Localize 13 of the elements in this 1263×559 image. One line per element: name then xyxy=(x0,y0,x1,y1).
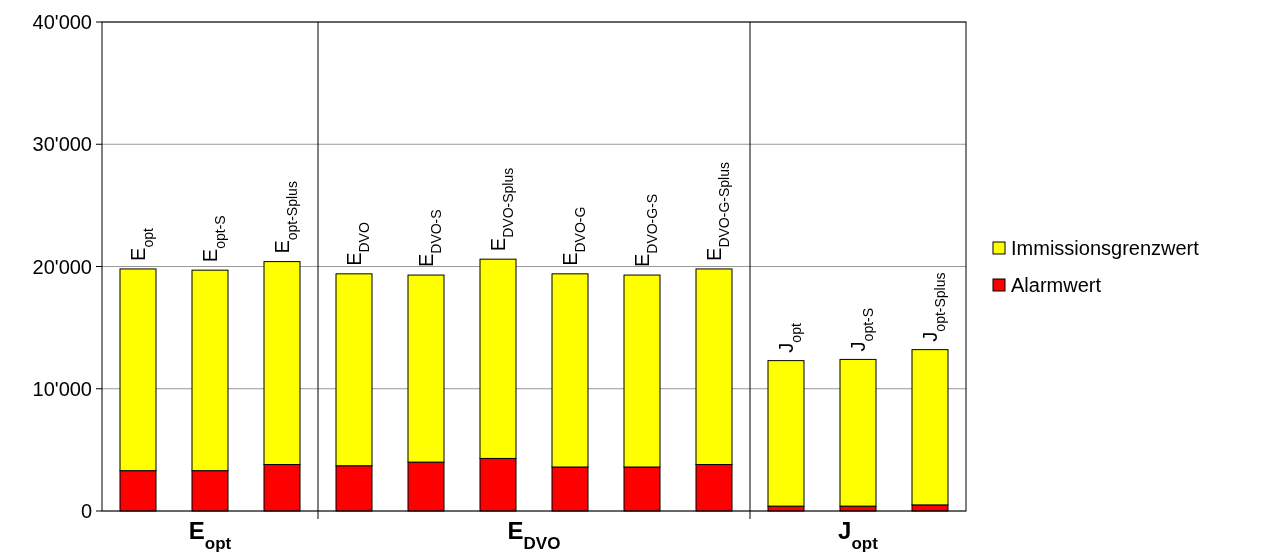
y-tick-label: 30'000 xyxy=(32,133,92,156)
y-tick-label: 0 xyxy=(80,500,92,522)
bar xyxy=(911,349,949,506)
y-tick-label: 10'000 xyxy=(32,377,92,400)
legend-label: Immissionsgrenzwert xyxy=(1011,237,1200,259)
legend-label: Alarmwert xyxy=(1011,274,1102,296)
text: E$_{DVO}$ xyxy=(507,517,561,553)
text: E$_{opt}$ xyxy=(188,517,232,553)
y-tick-label: 20'000 xyxy=(32,255,92,278)
y-tick-label: 40'000 xyxy=(32,11,92,33)
bar xyxy=(767,360,805,507)
bar xyxy=(839,358,877,507)
text: J$_{opt}$ xyxy=(838,517,879,553)
